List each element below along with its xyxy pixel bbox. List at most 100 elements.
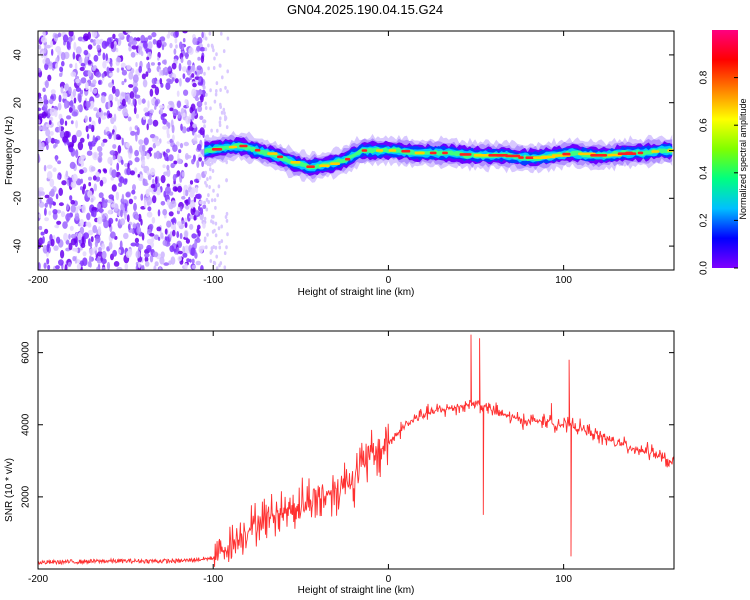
- noise-blob: [98, 246, 102, 252]
- noise-blob: [192, 123, 197, 129]
- noise-blob: [44, 45, 47, 54]
- noise-blob: [129, 91, 135, 99]
- noise-blob: [205, 92, 208, 97]
- noise-blob: [48, 120, 52, 125]
- noise-blob: [62, 92, 68, 100]
- noise-blob: [57, 160, 62, 165]
- noise-blob: [199, 115, 204, 121]
- noise-blob: [184, 52, 189, 60]
- noise-blob: [181, 196, 186, 200]
- noise-blob: [182, 112, 186, 118]
- noise-blob: [79, 219, 84, 227]
- noise-blob: [154, 140, 161, 147]
- noise-blob: [82, 183, 87, 190]
- noise-blob: [157, 236, 161, 241]
- noise-blob: [162, 164, 166, 169]
- noise-blob: [189, 258, 192, 263]
- noise-blob: [46, 164, 53, 169]
- noise-blob: [133, 202, 137, 212]
- noise-blob: [108, 82, 113, 88]
- noise-blob: [127, 162, 130, 169]
- noise-blob: [112, 249, 117, 257]
- noise-blob: [184, 263, 188, 270]
- noise-blob: [134, 82, 138, 87]
- noise-blob: [110, 117, 115, 125]
- noise-blob: [204, 101, 207, 106]
- noise-blob: [117, 145, 122, 154]
- noise-blob: [203, 200, 206, 205]
- noise-blob: [147, 206, 152, 212]
- noise-blob: [187, 196, 191, 205]
- snr-x-ticks: -200 -100 0 100: [28, 331, 572, 585]
- noise-blob: [135, 62, 138, 67]
- noise-blob: [157, 62, 161, 66]
- noise-blob: [162, 125, 168, 130]
- snr-y-ticks: 2000 4000 6000: [21, 341, 674, 508]
- x-tick-label: -200: [28, 275, 48, 286]
- noise-blob: [163, 262, 169, 266]
- noise-blob: [181, 220, 185, 225]
- noise-blob: [157, 51, 161, 59]
- noise-blob: [75, 178, 82, 186]
- noise-blob: [161, 44, 165, 51]
- noise-blob: [137, 46, 143, 55]
- noise-blob: [68, 177, 72, 186]
- noise-blob: [47, 135, 52, 143]
- noise-blob: [82, 251, 87, 257]
- noise-blob: [126, 167, 131, 176]
- noise-blob: [159, 36, 166, 42]
- noise-blob: [156, 226, 162, 232]
- noise-blob: [144, 261, 150, 267]
- noise-blob: [141, 144, 146, 152]
- spectrogram-x-ticks: -200 -100 0 100: [28, 31, 572, 286]
- noise-blob: [69, 161, 76, 169]
- noise-blob: [218, 245, 222, 250]
- noise-blob: [59, 118, 64, 126]
- noise-blob: [219, 88, 222, 92]
- noise-blob: [42, 31, 46, 38]
- colorbar-ticks: 0.0 0.2 0.4 0.6 0.8: [699, 70, 738, 275]
- noise-blob: [213, 99, 217, 104]
- noise-blob: [124, 78, 127, 83]
- noise-blob: [101, 243, 106, 250]
- noise-blob: [166, 168, 171, 178]
- noise-blob: [225, 178, 228, 183]
- noise-blob: [103, 169, 108, 174]
- noise-blob: [185, 116, 191, 125]
- noise-blob: [72, 51, 76, 60]
- noise-blob: [117, 136, 122, 140]
- noise-blob: [142, 79, 148, 88]
- noise-blob: [167, 31, 171, 37]
- noise-blob: [115, 191, 120, 201]
- noise-blob: [146, 244, 152, 252]
- noise-blob: [154, 99, 159, 107]
- noise-blob: [194, 178, 199, 183]
- noise-blob: [214, 245, 218, 250]
- noise-blob: [96, 203, 101, 210]
- noise-blob: [79, 66, 85, 72]
- noise-blob: [197, 56, 201, 61]
- snr-x-label: Height of straight line (km): [298, 585, 415, 596]
- noise-blob: [185, 77, 191, 83]
- noise-blob: [120, 202, 125, 212]
- noise-blob: [44, 194, 50, 199]
- noise-blob: [157, 56, 160, 61]
- noise-blob: [190, 201, 196, 209]
- noise-blob: [218, 240, 221, 245]
- noise-blob: [206, 232, 209, 237]
- noise-blob: [113, 113, 117, 122]
- noise-blob: [117, 99, 121, 107]
- noise-blob: [123, 232, 129, 240]
- noise-blob: [47, 264, 51, 270]
- noise-blob: [136, 226, 142, 235]
- noise-blob: [217, 184, 221, 189]
- noise-blob: [141, 265, 145, 270]
- noise-blob: [134, 213, 139, 220]
- noise-blob: [38, 113, 45, 119]
- noise-blob: [38, 98, 44, 106]
- noise-blob: [198, 157, 203, 162]
- noise-blob: [80, 62, 86, 67]
- noise-blob: [192, 207, 196, 213]
- noise-blob: [152, 195, 157, 204]
